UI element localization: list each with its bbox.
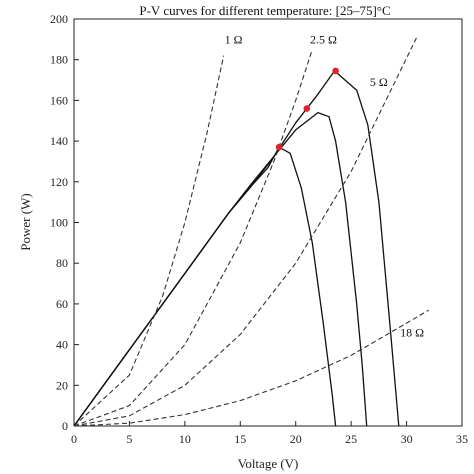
pv-curve-1 <box>73 146 337 427</box>
pv-curve-0 <box>73 111 368 427</box>
x-tick-label: 25 <box>345 432 357 446</box>
x-tick-label: 5 <box>126 432 132 446</box>
load-label: 5 Ω <box>370 75 388 89</box>
x-tick-label: 0 <box>71 432 77 446</box>
max-power-point <box>275 143 283 151</box>
load-label: 18 Ω <box>400 325 424 339</box>
y-tick-label: 80 <box>56 256 68 270</box>
chart-title: P-V curves for different temperature: [2… <box>139 3 390 18</box>
max-power-point <box>332 67 339 75</box>
y-tick-label: 20 <box>56 378 68 392</box>
x-axis-label: Voltage (V) <box>238 456 299 471</box>
load-line-3 <box>73 55 225 427</box>
x-axis-ticks: 0 5 10 15 20 25 30 35 <box>71 421 468 446</box>
plot-frame <box>73 18 463 427</box>
x-tick-label: 10 <box>179 432 191 446</box>
y-tick-label: 0 <box>62 419 68 433</box>
y-tick-label: 180 <box>50 53 68 67</box>
y-tick-label: 200 <box>50 12 68 26</box>
y-tick-label: 60 <box>56 297 68 311</box>
mpp-points <box>275 67 339 151</box>
load-line-4 <box>73 49 313 427</box>
load-labels: 1 Ω 2.5 Ω 5 Ω 18 Ω <box>225 32 424 339</box>
x-tick-label: 20 <box>290 432 302 446</box>
load-line-6 <box>73 309 429 427</box>
plot-area-border <box>73 18 463 427</box>
y-axis-ticks: 0 20 40 60 80 100 120 140 160 180 200 <box>50 12 79 433</box>
y-tick-label: 160 <box>50 93 68 107</box>
series-group <box>73 35 429 427</box>
y-tick-label: 120 <box>50 175 68 189</box>
x-tick-label: 30 <box>401 432 413 446</box>
load-label: 1 Ω <box>225 32 243 46</box>
x-tick-label: 15 <box>234 432 246 446</box>
y-tick-label: 100 <box>50 216 68 230</box>
y-tick-label: 40 <box>56 338 68 352</box>
x-tick-label: 35 <box>456 432 468 446</box>
load-label: 2.5 Ω <box>310 32 337 46</box>
y-tick-label: 140 <box>50 134 68 148</box>
max-power-point <box>303 105 311 112</box>
load-line-5 <box>73 35 419 427</box>
y-axis-label: Power (W) <box>18 193 33 250</box>
